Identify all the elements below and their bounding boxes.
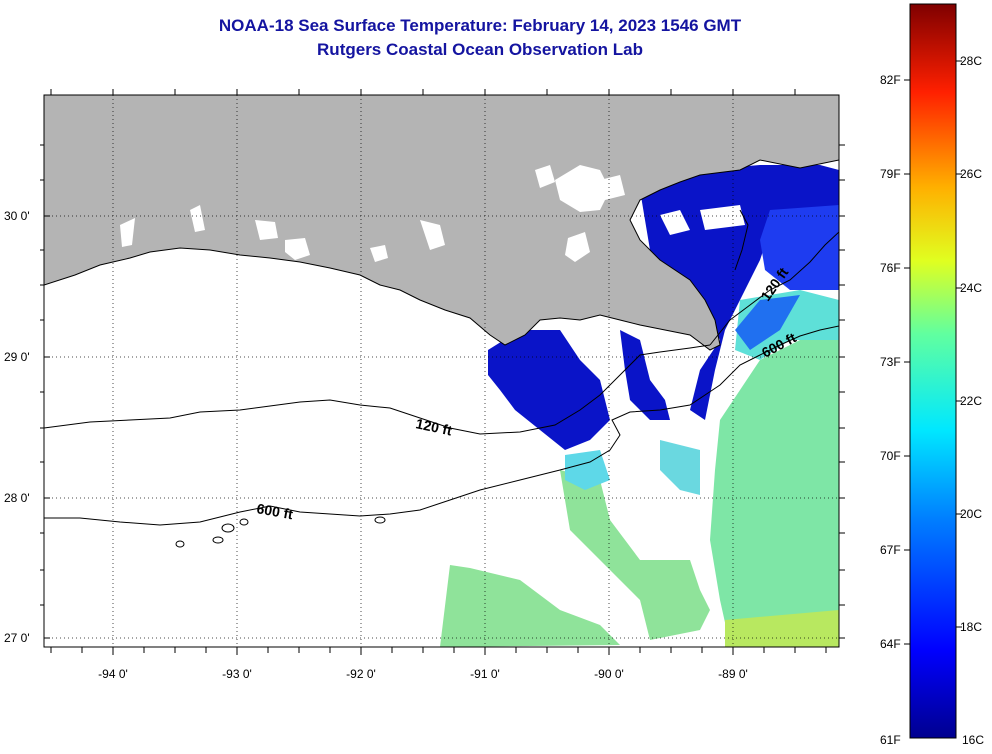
lat-label-27: 27 0': [4, 631, 30, 645]
cbar-f-70: 70F: [880, 449, 901, 463]
map-subtitle: Rutgers Coastal Ocean Observation Lab: [317, 40, 643, 59]
map-title: NOAA-18 Sea Surface Temperature: Februar…: [218, 16, 742, 35]
lat-label-28: 28 0': [4, 491, 30, 505]
coastline: [44, 159, 839, 351]
cbar-c-18: 18C: [960, 620, 982, 634]
longitude-labels: -94 0' -93 0' -92 0' -91 0' -90 0' -89 0…: [98, 667, 748, 681]
contour-120ft-east: [709, 231, 839, 346]
land-mass: [44, 95, 839, 350]
sst-cold-water: [488, 165, 839, 450]
cloud-patches: [120, 165, 745, 262]
lon-label-94: -94 0': [98, 667, 128, 681]
contour-600ft-west: [44, 325, 839, 526]
colorbar-fahrenheit-labels: 82F 79F 76F 73F 70F 67F 64F 61F: [880, 73, 901, 747]
cbar-f-82: 82F: [880, 73, 901, 87]
cbar-f-64: 64F: [880, 637, 901, 651]
cbar-f-67: 67F: [880, 543, 901, 557]
cbar-c-22: 22C: [960, 394, 982, 408]
lon-label-92: -92 0': [346, 667, 376, 681]
bathymetry-contours: [44, 209, 839, 548]
cbar-f-61: 61F: [880, 733, 901, 747]
colorbar-celsius-labels: 28C 26C 24C 22C 20C 18C 16C: [960, 54, 984, 747]
lon-label-93: -93 0': [222, 667, 252, 681]
cbar-c-20: 20C: [960, 507, 982, 521]
cbar-f-79: 79F: [880, 167, 901, 181]
lat-label-30: 30 0': [4, 209, 30, 223]
map-panel: 120 ft 600 ft 120 ft 600 ft: [40, 89, 845, 655]
latitude-labels: 30 0' 29 0' 28 0' 27 0': [4, 209, 30, 645]
lon-label-90: -90 0': [594, 667, 624, 681]
lat-label-29: 29 0': [4, 350, 30, 364]
cbar-c-28: 28C: [960, 54, 982, 68]
cbar-f-76: 76F: [880, 261, 901, 275]
cbar-c-16: 16C: [962, 733, 984, 747]
cbar-c-24: 24C: [960, 281, 982, 295]
contour-label-120ft-west: 120 ft: [414, 415, 453, 438]
contour-120ft-west: [44, 344, 711, 435]
lon-label-89: -89 0': [718, 667, 748, 681]
contour-label-600ft-west: 600 ft: [255, 500, 294, 522]
lon-label-91: -91 0': [470, 667, 500, 681]
graticule: [44, 95, 839, 647]
colorbar: 82F 79F 76F 73F 70F 67F 64F 61F 28C 26C …: [880, 3, 984, 747]
cbar-f-73: 73F: [880, 355, 901, 369]
axis-ticks: [40, 89, 845, 655]
cbar-c-26: 26C: [960, 167, 982, 181]
